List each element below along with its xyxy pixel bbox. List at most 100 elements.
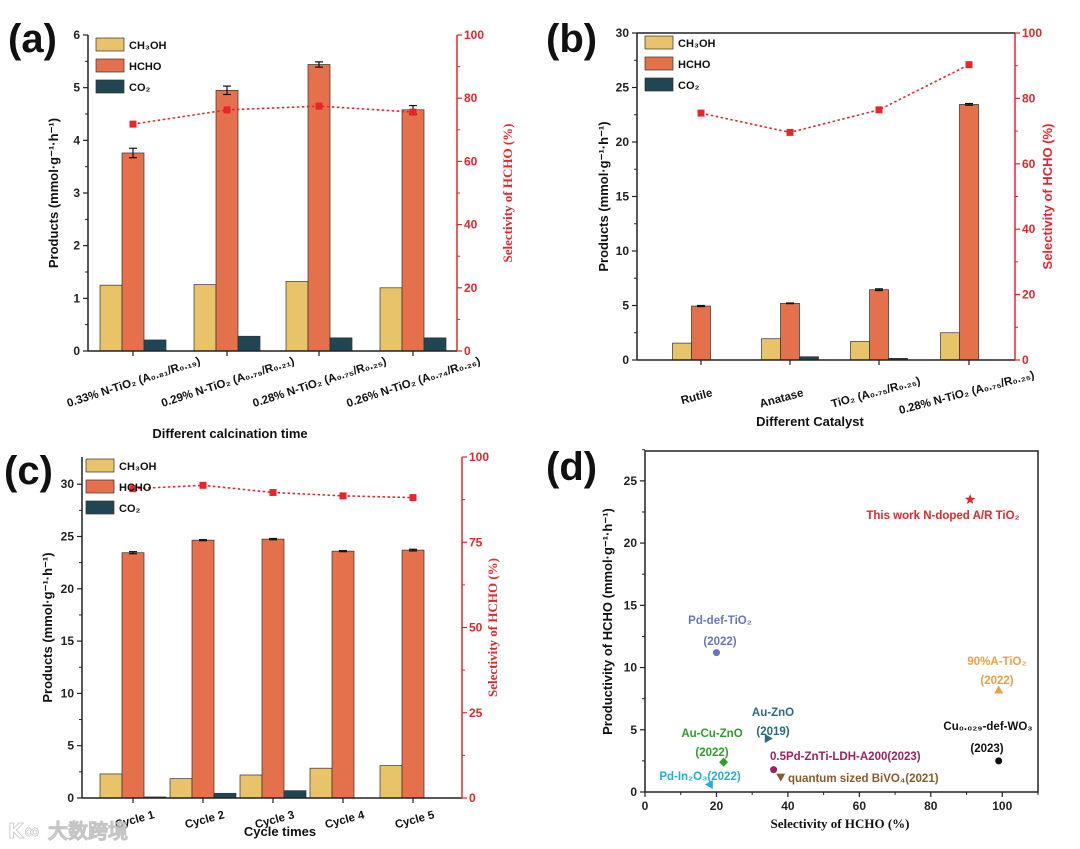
x-axis-title: Different calcination time xyxy=(152,426,307,441)
point-label: (2022) xyxy=(980,675,1013,687)
watermark-logo: K∞ xyxy=(8,819,40,843)
legend-swatch xyxy=(95,37,125,52)
bar-co xyxy=(237,335,261,352)
legend-label: CH₃OH xyxy=(129,40,167,52)
marker-star xyxy=(964,494,976,504)
legend-label: CO₂ xyxy=(119,503,141,515)
y-tick-label: 5 xyxy=(630,723,637,737)
bar-hcho xyxy=(121,152,145,352)
y-axis-title: Products (mmol·g⁻¹·h⁻¹) xyxy=(596,121,611,271)
y-tick-label: 10 xyxy=(624,661,638,675)
bar-hcho xyxy=(691,305,711,361)
bar-co xyxy=(423,337,447,352)
selectivity-line xyxy=(700,64,970,134)
y-axis-title: Products (mmol·g⁻¹·h⁻¹) xyxy=(40,552,55,702)
y-tick-label: 15 xyxy=(61,634,75,648)
x-tick-label: 100 xyxy=(992,799,1012,813)
legend-swatch xyxy=(95,58,125,73)
y-tick-label: 4 xyxy=(73,133,80,147)
legend-swatch xyxy=(85,458,115,473)
point-label: 0.5Pd-ZnTi-LDH-A200(2023) xyxy=(770,751,921,763)
y-axis-title: Products (mmol·g⁻¹·h⁻¹) xyxy=(46,118,61,268)
y-tick-label: 2 xyxy=(73,239,80,253)
y-tick-label: 15 xyxy=(624,598,638,612)
point-label: (2022) xyxy=(703,636,736,648)
bar-hcho xyxy=(261,538,285,799)
selectivity-point xyxy=(199,481,207,489)
bar-hcho xyxy=(331,550,355,799)
legend-label: HCHO xyxy=(678,59,711,71)
selectivity-point xyxy=(315,102,323,110)
y-tick-label: 5 xyxy=(67,739,74,753)
bar-hcho xyxy=(869,289,889,361)
bar-choh xyxy=(285,281,309,352)
selectivity-point xyxy=(129,120,137,128)
bar-hcho xyxy=(780,302,800,361)
point-label: quantum sized BiVO₄(2021) xyxy=(788,773,939,785)
bar-choh xyxy=(99,284,123,352)
y-tick-label: 10 xyxy=(616,244,630,258)
legend-label: HCHO xyxy=(129,61,162,73)
panel-c xyxy=(77,456,467,803)
bar-choh xyxy=(99,773,123,799)
y2-tick-label: 40 xyxy=(1022,222,1036,236)
selectivity-point xyxy=(129,485,137,493)
y-tick-label: 10 xyxy=(61,686,75,700)
y2-tick-label: 50 xyxy=(469,621,483,635)
y-tick-label: 0 xyxy=(622,353,629,367)
panel-letter: (a) xyxy=(8,17,57,61)
bar-hcho xyxy=(959,104,979,361)
y-tick-label: 1 xyxy=(73,291,80,305)
y-tick-label: 25 xyxy=(61,529,75,543)
panel-d xyxy=(640,449,1039,797)
bar-choh xyxy=(850,341,870,361)
y-tick-label: 0 xyxy=(67,791,74,805)
y-axis-title: Productivity of HCHO (mmol·g⁻¹·h⁻¹) xyxy=(600,508,615,735)
marker-triangle-up xyxy=(994,685,1004,694)
bar-choh xyxy=(761,338,781,361)
y2-tick-label: 80 xyxy=(464,91,478,105)
legend-label: CO₂ xyxy=(129,82,151,94)
marker-circle xyxy=(770,766,778,774)
y2-tick-label: 100 xyxy=(469,450,489,464)
category-label: Cycle 5 xyxy=(394,809,437,831)
y-tick-label: 25 xyxy=(624,474,638,488)
panel-letter: (c) xyxy=(4,449,53,493)
bar-co xyxy=(143,339,167,352)
point-label: Cu₀.₀₂₉-def-WO₃ xyxy=(943,721,1032,733)
y-tick-label: 30 xyxy=(616,26,630,40)
y-tick-label: 5 xyxy=(622,299,629,313)
point-label: (2023) xyxy=(970,743,1003,755)
bar-choh xyxy=(379,765,403,799)
marker-circle xyxy=(712,649,720,657)
legend-swatch xyxy=(95,79,125,94)
bar-hcho xyxy=(191,539,215,799)
bar-choh xyxy=(193,284,217,352)
marker-triangle-left xyxy=(704,780,713,790)
bar-hcho xyxy=(215,89,239,352)
selectivity-point xyxy=(339,492,347,500)
y2-tick-label: 60 xyxy=(464,154,478,168)
y-tick-label: 3 xyxy=(73,186,80,200)
panel-b xyxy=(632,32,1020,365)
bar-hcho xyxy=(401,109,425,352)
legend-swatch xyxy=(644,56,674,71)
y2-tick-label: 20 xyxy=(464,281,478,295)
y2-tick-label: 80 xyxy=(1022,91,1036,105)
category-label: Cycle 4 xyxy=(324,809,367,831)
x-tick-label: 80 xyxy=(924,799,938,813)
y2-axis-title: Selectivity of HCHO (%) xyxy=(485,558,500,697)
x-tick-label: 40 xyxy=(781,799,795,813)
y2-tick-label: 60 xyxy=(1022,157,1036,171)
point-label: (2022) xyxy=(695,747,728,759)
y-tick-label: 5 xyxy=(73,81,80,95)
x-tick-label: 0 xyxy=(642,799,649,813)
bar-choh xyxy=(672,342,692,361)
legend-swatch xyxy=(644,77,674,92)
marker-triangle-right xyxy=(764,733,773,743)
legend-swatch xyxy=(85,479,115,494)
x-axis-title: Different Catalyst xyxy=(756,414,864,429)
selectivity-point xyxy=(409,108,417,116)
marker-triangle-down xyxy=(776,773,786,782)
